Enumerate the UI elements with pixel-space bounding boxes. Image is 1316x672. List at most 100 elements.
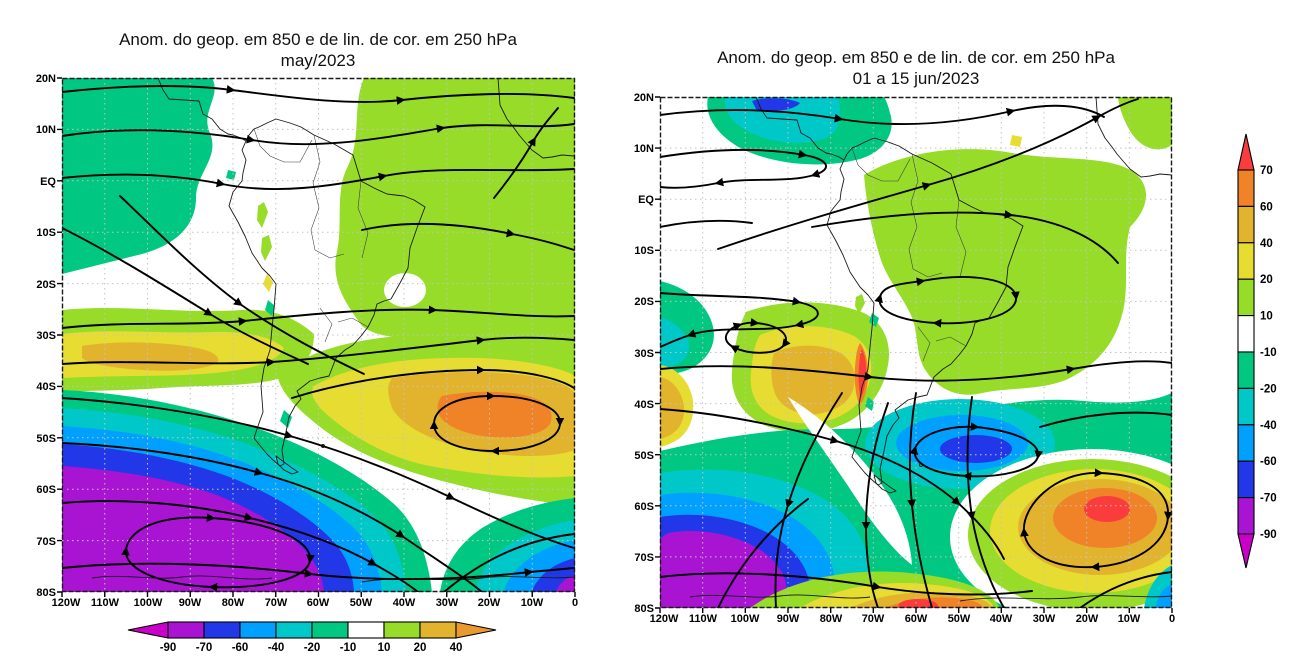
colorbar-segment (383, 621, 421, 639)
lon-tick-label: 50W (948, 613, 971, 625)
lon-tick-label: 90W (179, 597, 202, 609)
axis-labels-right: 20N 10N EQ 10S 20S 30S 40S 50S 60S 70S 8… (634, 92, 1175, 625)
lat-tick-label: 70S (634, 552, 654, 564)
lon-tick-label: 60W (905, 613, 928, 625)
colorbar-segment (1237, 387, 1255, 426)
lat-tick-label: 30S (36, 330, 56, 342)
colorbar-segment (1237, 278, 1255, 317)
colorbar-segment (239, 621, 277, 639)
lat-tick-label: 10N (36, 124, 56, 136)
lon-tick-label: 120W (52, 597, 81, 609)
streamlines-right (660, 98, 1172, 608)
lon-tick-label: 110W (689, 613, 718, 625)
colorbar-low-arrow (1237, 533, 1255, 569)
lat-tick-label: 10S (36, 227, 56, 239)
colorbar-tick-label: -70 (1260, 493, 1277, 505)
colorbar-tick-label: -90 (160, 642, 177, 654)
lat-tick-label: 60S (634, 501, 654, 513)
lon-tick-label: 70W (265, 597, 288, 609)
lat-tick-label: 70S (36, 536, 56, 548)
lon-tick-label: 30W (436, 597, 459, 609)
colorbar-segment (1237, 424, 1255, 462)
colorbar-segment (167, 621, 205, 639)
colorbar-tick-label: 40 (1260, 238, 1273, 250)
axis-labels-left: 20N 10N EQ 10S 20S 30S 40S 50S 60S 70S 8… (36, 73, 578, 609)
lon-tick-label: 100W (731, 613, 760, 625)
lat-tick-label: 50S (634, 450, 654, 462)
colorbar-tick-label: 20 (1260, 274, 1273, 286)
lon-tick-label: 0 (572, 597, 578, 609)
colorbar-tick-label: -60 (1260, 456, 1277, 468)
lat-tick-label: 80S (36, 587, 56, 599)
colorbar-segment (1237, 315, 1255, 353)
lon-tick-label: 0 (1169, 613, 1175, 625)
colorbar-high-arrow (455, 621, 497, 639)
colorbar-tick-label: 10 (1260, 311, 1273, 323)
colorbar-segment (1237, 351, 1255, 389)
colorbar-tick-label: -70 (196, 642, 213, 654)
lon-tick-label: 100W (134, 597, 163, 609)
colorbar-vertical: 70 60 40 20 10 -10 -20 -40 -60 -70 -90 (1237, 133, 1277, 569)
colorbar-tick-label: -20 (304, 642, 321, 654)
lon-tick-label: 110W (91, 597, 120, 609)
colorbar-segment (203, 621, 241, 639)
lat-tick-label: 40S (36, 381, 56, 393)
colorbar-low-arrow (127, 621, 169, 639)
lat-tick-label: 20S (36, 279, 56, 291)
colorbar-horizontal: -90 -70 -60 -40 -20 -10 10 20 40 (127, 621, 497, 654)
axis-ticks-left (57, 77, 576, 597)
lat-tick-label: 20N (36, 73, 56, 85)
colorbar-tick-label: -40 (268, 642, 285, 654)
colorbar-segment (1237, 460, 1255, 499)
colorbar-tick-label: -60 (232, 642, 249, 654)
colorbar-tick-label: 70 (1260, 165, 1273, 177)
lat-tick-label: 30S (634, 348, 654, 360)
lon-tick-label: 20W (1076, 613, 1099, 625)
lat-tick-label: 10S (634, 245, 654, 257)
lat-tick-label: EQ (638, 194, 654, 206)
plot-frame-left (61, 77, 576, 593)
lon-tick-label: 120W (650, 613, 679, 625)
lon-tick-label: 70W (862, 613, 885, 625)
colorbar-tick-label: -90 (1260, 529, 1277, 541)
lon-tick-label: 90W (777, 613, 800, 625)
panel-subtitle-right: 01 a 15 jun/2023 (853, 69, 980, 88)
colorbar-tick-label: -10 (1260, 347, 1277, 359)
colorbar-tick-label: 40 (450, 642, 463, 654)
lon-tick-label: 20W (478, 597, 501, 609)
lat-tick-label: 50S (36, 433, 56, 445)
lat-tick-label: 10N (634, 143, 654, 155)
map-panel-may-2023 (57, 77, 576, 597)
lon-tick-label: 30W (1033, 613, 1056, 625)
lon-tick-label: 40W (990, 613, 1013, 625)
colorbar-segment (1237, 497, 1255, 535)
colorbar-tick-label: 60 (1260, 201, 1273, 213)
colorbar-segment (1237, 205, 1255, 244)
lon-tick-label: 80W (222, 597, 245, 609)
colorbar-tick-label: -20 (1260, 383, 1277, 395)
lat-tick-label: 80S (634, 603, 654, 615)
lat-tick-label: 20N (634, 92, 654, 104)
lon-tick-label: 80W (820, 613, 843, 625)
lon-tick-label: 50W (350, 597, 373, 609)
axis-ticks-right (655, 96, 1173, 613)
lon-tick-label: 10W (521, 597, 544, 609)
colorbar-segment (419, 621, 457, 639)
colorbar-tick-label: 10 (378, 642, 391, 654)
lat-tick-label: 20S (634, 296, 654, 308)
lon-tick-label: 10W (1118, 613, 1141, 625)
lat-tick-label: 60S (36, 484, 56, 496)
lat-tick-label: 40S (634, 399, 654, 411)
lon-tick-label: 40W (393, 597, 416, 609)
colorbar-tick-label: 20 (414, 642, 427, 654)
lat-tick-label: EQ (40, 176, 56, 188)
plot-frame-right (659, 96, 1173, 609)
colorbar-segment (1237, 242, 1255, 280)
streamlines-left (62, 85, 575, 592)
colorbar-tick-label: -10 (340, 642, 357, 654)
panel-title-right: Anom. do geop. em 850 e de lin. de cor. … (717, 48, 1115, 67)
colorbar-tick-label: -40 (1260, 420, 1277, 432)
map-panel-jun-2023 (655, 96, 1173, 613)
